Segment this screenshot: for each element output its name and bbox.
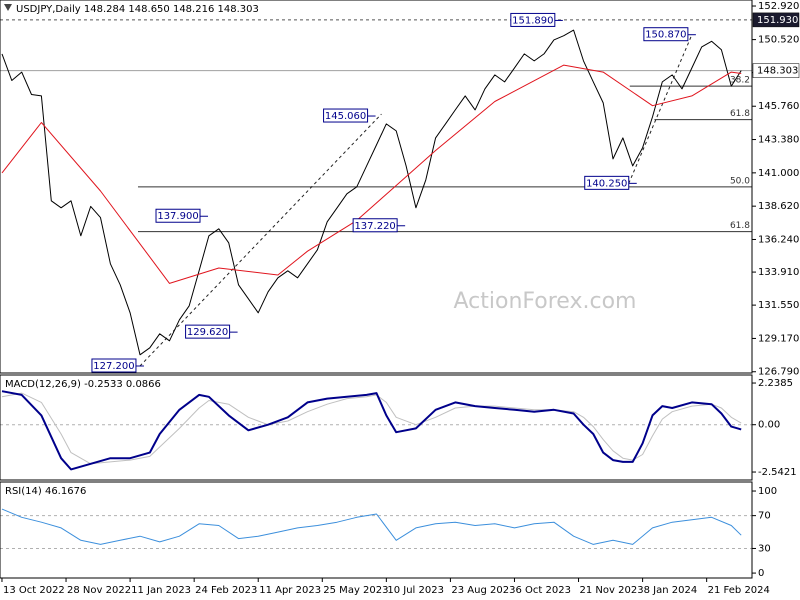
trend-line (628, 34, 693, 184)
x-tick-label: 23 Aug 2023 (451, 585, 515, 596)
x-tick-label: 21 Nov 2023 (580, 585, 644, 596)
annotation-label: 150.870 (645, 30, 686, 41)
x-tick-label: 10 Jul 2023 (387, 585, 444, 596)
y-tick-label: 30 (758, 543, 771, 554)
annotation-label: 137.220 (354, 221, 395, 232)
panel-frame (0, 0, 753, 374)
menu-icon (4, 4, 12, 11)
level-label: 151.930 (757, 15, 798, 26)
y-tick-label: 131.550 (758, 300, 799, 311)
y-tick-label: 2.2385 (758, 378, 793, 389)
series-line (1, 392, 742, 465)
y-tick-label: 143.380 (758, 135, 799, 146)
level-label: 148.303 (757, 66, 798, 77)
y-tick-label: 0.00 (758, 420, 780, 431)
y-tick-label: 100 (758, 486, 777, 497)
y-tick-label: 70 (758, 511, 771, 522)
annotation-box (91, 358, 137, 373)
annotation-box (185, 324, 231, 339)
panel-frame (0, 481, 753, 579)
annotation-box (643, 27, 689, 42)
fib-label: 50.0 (730, 176, 750, 186)
level-label-box (752, 63, 800, 78)
annotation-box (323, 108, 369, 123)
panel-frame (0, 374, 753, 481)
trend-line (139, 113, 382, 367)
y-tick-label: -2.5421 (758, 467, 797, 478)
annotation-label: 137.900 (157, 211, 198, 222)
panel-title: USDJPY,Daily 148.284 148.650 148.216 148… (16, 4, 259, 15)
y-tick-label: 141.000 (758, 168, 799, 179)
y-tick-label: 133.910 (758, 267, 799, 278)
annotation-box (510, 12, 556, 27)
x-tick-label: 24 Feb 2023 (195, 585, 257, 596)
annotation-label: 145.060 (325, 111, 366, 122)
y-tick-label: 129.170 (758, 333, 799, 344)
x-tick-label: 6 Oct 2023 (515, 585, 570, 596)
y-tick-label: 150.520 (758, 35, 799, 46)
level-label-box (752, 12, 800, 28)
y-tick-label: 0 (758, 568, 764, 579)
fib-label: 61.8 (730, 221, 750, 231)
y-tick-label: 145.760 (758, 101, 799, 112)
fib-label: 61.8 (730, 109, 750, 119)
watermark: ActionForex.com (454, 289, 637, 314)
panel-title: MACD(12,26,9) -0.2533 0.0866 (5, 379, 161, 390)
annotation-label: 127.200 (93, 361, 134, 372)
series-line (1, 508, 742, 545)
x-tick-label: 21 Feb 2024 (708, 585, 770, 596)
annotation-box (352, 218, 398, 233)
x-tick-label: 13 Oct 2022 (3, 585, 65, 596)
series-line (1, 29, 742, 356)
annotation-label: 151.890 (512, 15, 553, 26)
x-tick-label: 11 Apr 2023 (259, 585, 321, 596)
y-tick-label: 152.920 (758, 1, 799, 12)
y-tick-label: 126.790 (758, 367, 799, 378)
y-tick-label: 138.620 (758, 201, 799, 212)
y-tick-label: 136.240 (758, 234, 799, 245)
series-line (1, 390, 742, 471)
fib-label: 38.2 (730, 76, 750, 86)
panel-title: RSI(14) 46.1676 (5, 486, 86, 497)
x-tick-label: 11 Jan 2023 (131, 585, 191, 596)
series-line (1, 64, 742, 284)
annotation-label: 140.250 (586, 178, 627, 189)
annotation-label: 129.620 (187, 327, 228, 338)
x-tick-label: 8 Jan 2024 (644, 585, 698, 596)
annotation-box (155, 208, 201, 223)
annotation-box (584, 175, 630, 190)
x-tick-label: 25 May 2023 (323, 585, 388, 596)
x-tick-label: 28 Nov 2022 (67, 585, 131, 596)
